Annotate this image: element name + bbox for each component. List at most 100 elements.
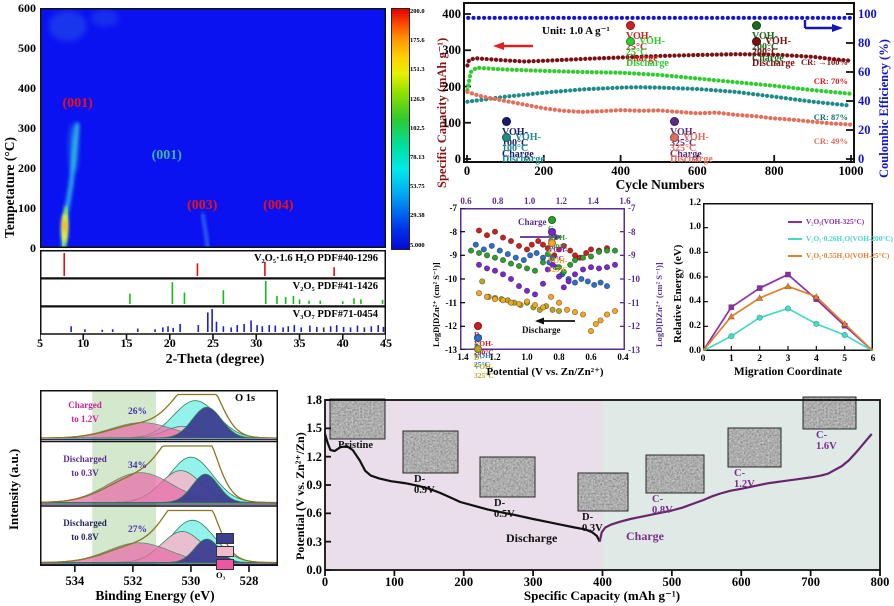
gcd-discharge-label: Discharge [506, 531, 558, 545]
gcd-charge-label: Charge [626, 529, 664, 543]
panel-gitt: LogD[DZn²⁺ (cm² S⁻¹)] LogD[DZn²⁺ (cm² S⁻… [430, 195, 670, 400]
cycling-legend-item: VOH-200°C Discharge [752, 36, 795, 69]
gcd-x-tick: 500 [662, 575, 682, 589]
cycling-y-right-tick: 100 [858, 7, 877, 21]
cycling-x-tick: 200 [534, 164, 554, 178]
xrd-colorbar-tick: 53.75 [410, 183, 425, 191]
migration-y-tick: 0.8 [689, 246, 701, 257]
gitt-bottom-tick: 1.2 [489, 352, 501, 362]
legend-marker-icon [788, 238, 802, 241]
gcd-y-tick: 0.9 [306, 478, 322, 492]
cycling-y-left-tick: 200 [442, 79, 461, 94]
xrd-x-tick: 20 [163, 336, 176, 350]
xrd-colorbar [391, 8, 410, 250]
xrd-heatmap-svg [40, 8, 386, 248]
xrd-colorbar-tick: 29.38 [410, 212, 425, 220]
gcd-curve [598, 433, 873, 542]
xps-x-tick: 532 [123, 574, 143, 588]
cycling-series [465, 89, 854, 127]
gitt-top-tick: 1.6 [619, 196, 631, 206]
xrd-reference-sticks [40, 250, 386, 342]
cycling-cr-label: CR: 87% [813, 112, 848, 122]
sem-inset-image [802, 396, 857, 430]
panel-migration: Relative Energy (eV) 0 1 2 3 4 5 6 0.0 0.2 0.4 0.6… [670, 195, 894, 400]
gitt-right-tick: -7 [628, 203, 636, 213]
cycling-y-right-tick: 20 [858, 123, 871, 137]
xrd-phase-name: V₃O₇ PDF#71-0454 [292, 309, 378, 320]
xrd-x-tick: 35 [293, 336, 306, 350]
xrd-phase-name: V₂O₅ PDF#41-1426 [292, 281, 378, 292]
migration-y-tick: 0.6 [689, 271, 701, 282]
legend-dot-icon [548, 227, 556, 236]
xps-percent-label: 27% [128, 525, 147, 535]
xps-panel-label: to 0.3V [71, 468, 99, 478]
gitt-bottom-tick: 1.0 [521, 352, 533, 362]
sem-inset-label: Pristine [338, 440, 373, 451]
xrd-colorbar-tick: 151.3 [410, 66, 425, 74]
xps-x-tick: 534 [65, 574, 85, 588]
legend-dot-icon [548, 239, 556, 248]
legend-dot-icon [752, 21, 761, 31]
cycling-series [465, 85, 854, 108]
xrd-sticks-svg [40, 250, 386, 340]
cycling-legend-item: VOH-100°C Discharge [502, 132, 545, 165]
xrd-x-tick: 5 [37, 336, 43, 350]
gcd-x-tick: 600 [731, 575, 751, 589]
migration-y-tick: 1.0 [689, 222, 701, 233]
cycling-y-right-tick: 80 [858, 36, 871, 50]
xrd-x-axis-title: 2-Theta (degree) [165, 352, 265, 367]
xps-panel-label: Charged [68, 400, 102, 410]
gitt-top-tick: 0.6 [460, 196, 472, 206]
cycling-plot [463, 2, 855, 164]
gcd-x-tick: 200 [454, 575, 474, 589]
xps-panel-label: Discharged [63, 454, 107, 464]
xrd-colorbar-tick: 175.6 [410, 37, 425, 45]
xrd-x-tick: 15 [120, 336, 133, 350]
cycling-x-tick: 400 [611, 164, 630, 178]
gitt-left-tick: -9 [449, 250, 458, 261]
gitt-bottom-tick: 1.4 [457, 352, 469, 362]
xrd-colorbar-tick: 126.9 [410, 95, 425, 103]
panel-gcd: Potential (V vs. Zn²⁺/Zn) 0 100 200 300 400 5… [290, 393, 894, 606]
xps-plot [40, 390, 278, 573]
migration-series [703, 305, 873, 351]
xrd-y-tick: 500 [18, 41, 36, 55]
legend-dot-icon [626, 37, 635, 47]
xps-title: O 1s [235, 393, 256, 404]
xps-percent-label: 26% [128, 407, 147, 417]
xps-x-tick: 530 [181, 574, 201, 588]
cycling-series [465, 52, 854, 68]
xrd-y-tick: 400 [18, 81, 36, 95]
sem-inset-image [479, 456, 536, 498]
cycling-y-left-tick: 300 [442, 43, 461, 58]
sem-inset-image [402, 430, 459, 474]
migration-x-tick: 1 [728, 354, 734, 364]
xps-x-axis-title: Binding Energy (eV) [95, 588, 215, 603]
cycling-y-right-tick: 40 [858, 94, 871, 108]
sem-inset-label: D-0.9V [414, 474, 435, 496]
xrd-y-tick: 300 [18, 121, 36, 135]
gcd-x-tick: 300 [523, 575, 543, 589]
legend-dot-icon [502, 117, 511, 127]
legend-dot-icon [670, 117, 679, 127]
gitt-bottom-tick: 0.4 [617, 352, 629, 362]
legend-dot-icon [474, 333, 482, 342]
gitt-discharge-label: Discharge [522, 325, 561, 335]
cycling-cr-label: CR: →100% [801, 57, 848, 67]
cycling-x-axis-title: Cycle Numbers [615, 177, 705, 192]
legend-dot-icon [670, 133, 679, 143]
gitt-left-tick: -13 [445, 345, 457, 355]
gitt-left-tick: -11 [445, 297, 457, 308]
xrd-colorbar-tick: 102.5 [410, 124, 425, 132]
legend-dot-icon [626, 21, 635, 31]
panel-cycling: Specific Capacity (mAh g⁻¹) Coulombic Ef… [430, 0, 894, 195]
gitt-charge-label: Charge [518, 217, 547, 227]
cycling-x-tick: 600 [688, 164, 707, 178]
xrd-colorbar-tick: 5.000 [410, 241, 425, 249]
gcd-y-tick: 1.5 [306, 421, 322, 436]
cycling-cr-label: CR: 70% [813, 76, 848, 86]
gitt-bottom-tick: 0.6 [585, 352, 597, 362]
gitt-series [475, 290, 619, 335]
migration-x-tick: 6 [870, 354, 876, 364]
cycling-y-right-tick: 60 [858, 65, 871, 79]
